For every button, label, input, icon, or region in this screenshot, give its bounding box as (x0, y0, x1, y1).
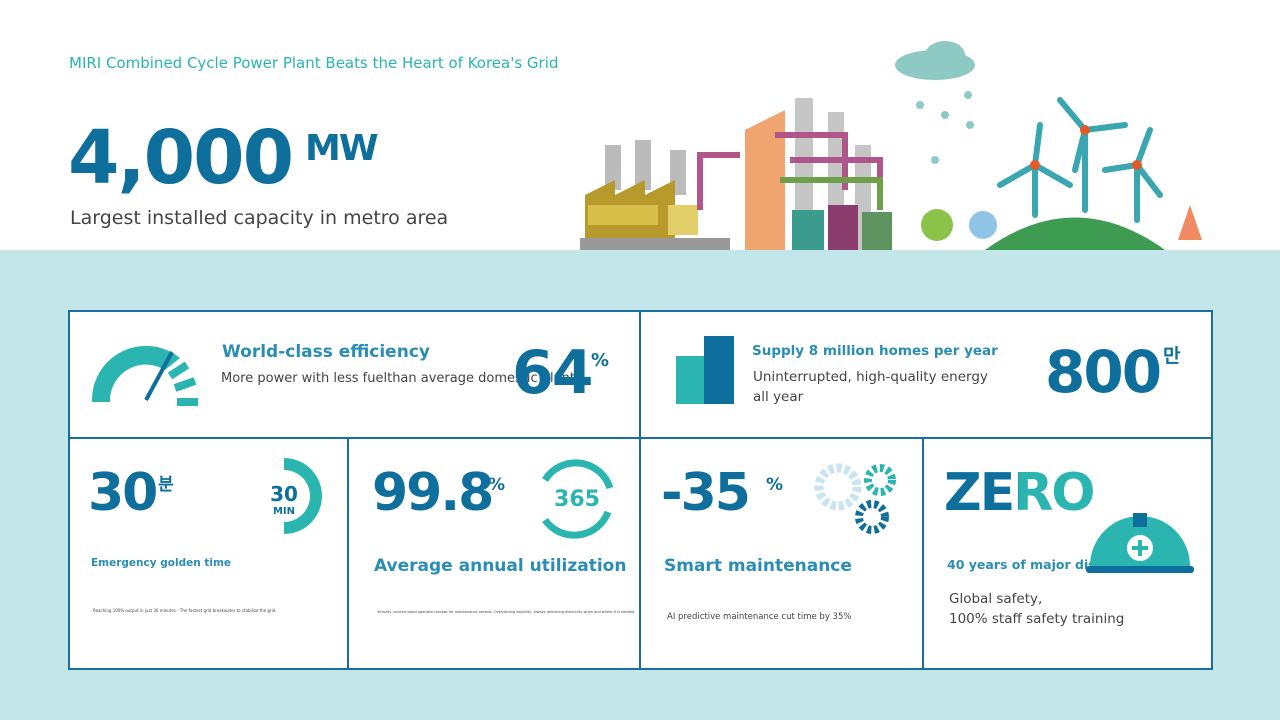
card-description: 100% staff safety training (949, 611, 1124, 627)
headline-unit: MW (305, 128, 378, 169)
card-value: 99.8 (372, 463, 492, 523)
card: ZERO 40 years of major disasters Global … (944, 463, 1194, 627)
card-unit: % (766, 475, 783, 495)
card-description: AI predictive maintenance cut time by 35… (667, 612, 851, 622)
card-value: 64 (512, 338, 592, 408)
card-unit: 만 (1163, 345, 1181, 367)
card: -35 % Smart maintenance AI predictive ma… (661, 463, 896, 622)
card: World-class efficiency More power with l… (91, 338, 611, 408)
card-title: Emergency golden time (91, 557, 231, 569)
card-title: Supply 8 million homes per year (752, 343, 998, 359)
icon-text: 365 (554, 487, 600, 512)
card-grid (68, 310, 1213, 670)
card-title: Average annual utilization (374, 556, 626, 576)
card-value: 30 (88, 463, 156, 523)
icon-text: 30 (270, 482, 298, 506)
helmet-icon (1086, 513, 1194, 573)
card-unit: % (488, 475, 505, 495)
card: 99.8 % 365 Average annual utilization Vi… (372, 459, 635, 614)
card-unit: % (591, 350, 609, 371)
headline-caption: Largest installed capacity in metro area (70, 207, 448, 229)
card-value: ZERO (944, 463, 1093, 523)
card-unit: 분 (158, 475, 174, 495)
card: Supply 8 million homes per year Uninterr… (676, 336, 1183, 406)
headline-value: 4,000 (68, 115, 292, 201)
subtitle: MIRI Combined Cycle Power Plant Beats th… (69, 54, 558, 72)
card: 30 분 30 MIN Emergency golden time Reachi… (88, 458, 322, 613)
card-description: Uninterrupted, high-quality energy (753, 369, 988, 385)
card-description: Virtually uninterrupted operation except… (377, 610, 635, 614)
gears-icon (814, 463, 896, 534)
gauge-icon (91, 345, 180, 402)
card-description: all year (753, 389, 804, 405)
cycle-icon (542, 459, 614, 539)
card-title: Smart maintenance (664, 556, 852, 576)
card-description: Reaching 100% output in just 30 minutes … (93, 608, 277, 613)
icon-text: MIN (273, 506, 295, 517)
card-value: 800 (1045, 338, 1160, 406)
card-description: More power with less fuelthan average do… (221, 371, 582, 386)
card-value: -35 (661, 463, 749, 523)
timer-icon (284, 458, 322, 534)
card-title: World-class efficiency (222, 342, 430, 362)
illustration (580, 41, 1202, 250)
card-description: Global safety, (949, 591, 1042, 607)
